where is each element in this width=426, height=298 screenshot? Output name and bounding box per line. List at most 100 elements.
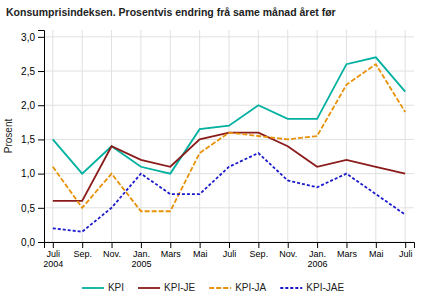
grid-line-x [52,30,53,242]
x-tick-label: Mai [193,249,208,259]
legend-swatch [138,287,160,289]
series-line [53,64,405,211]
grid-line-x [111,30,112,242]
x-tick-label-line: Juli [47,249,61,259]
x-tick-label-line: Mars [161,249,181,259]
legend-item: KPI-JA [209,282,266,293]
x-tick: Jan.2006 [308,242,328,269]
x-tick-label: Sep. [250,249,269,259]
x-tick-label-line: Mai [369,249,384,259]
legend-swatch [82,287,104,289]
x-tick-mark [170,242,171,248]
y-axis: 0,0 0,5 1,0 1,5 2,0 2,5 3,0 [21,31,44,248]
legend-swatch [280,287,302,289]
x-tick: Juli [223,242,237,259]
y-tick-mark [38,174,44,175]
x-tick-label-line: Mars [337,249,357,259]
x-tick-label-line: Jan. [133,249,150,259]
series-line [53,153,405,232]
x-tick-mark [82,242,83,248]
x-tick-label-line: Juli [223,249,237,259]
x-tick: Mars [161,242,181,259]
legend-swatch [209,287,231,289]
x-tick-label: Mars [337,249,357,259]
x-axis-line [45,243,415,249]
x-tick: Nov. [103,242,121,259]
x-tick-mark [229,242,230,248]
legend-label: KPI-JAE [306,282,344,293]
x-tick: Jan.2005 [131,242,151,269]
title: Konsumprisindeksen. Prosentvis endring f… [6,6,336,18]
legend-item: KPI [82,282,124,293]
grid [44,30,414,242]
grid-line-x [287,30,288,242]
y-tick-mark [38,139,44,140]
y-tick-mark [38,242,44,243]
x-tick-mark [376,242,377,248]
y-tick-label: 2,0 [21,100,35,111]
legend-item: KPI-JAE [280,282,344,293]
y-tick: 1,5 [21,134,44,145]
grid-line-x [346,30,347,242]
grid-line-x [229,30,230,242]
x-tick-label: Jan.2006 [308,249,328,269]
y-tick-label: 3,0 [21,32,35,43]
x-axis: Juli2004Sep.Nov.Jan.2005MarsMaiJuliSep.N… [43,242,414,269]
chart: Konsumprisindeksen. Prosentvis endring f… [0,0,426,298]
y-tick-mark [38,105,44,106]
y-tick-label: 0,5 [21,203,35,214]
x-tick-mark [288,242,289,248]
x-tick: Mai [193,242,208,259]
plot-area [53,57,405,231]
y-tick-label: 1,5 [21,134,35,145]
x-tick-label-line: Mai [193,249,208,259]
x-tick: Juli [399,242,413,259]
x-tick-label: Juli [399,249,413,259]
grid-line-x [82,30,83,242]
x-tick: Sep. [250,242,269,259]
x-tick-label-line: 2006 [308,259,328,269]
x-tick-label-line: Sep. [250,249,269,259]
x-tick-label: Jan.2005 [131,249,151,269]
y-tick: 0,0 [21,237,44,248]
x-tick: Mai [369,242,384,259]
legend: KPI KPI-JE KPI-JA KPI-JAE [82,282,344,293]
x-tick-mark [346,242,347,248]
x-tick-label: Nov. [279,249,297,259]
x-tick-label-line: Jan. [309,249,326,259]
legend-label: KPI [108,282,124,293]
x-tick: Sep. [73,242,92,259]
x-tick-mark [405,242,406,248]
x-tick-label: Sep. [73,249,92,259]
x-tick-label: Juli2004 [43,249,63,269]
x-tick-mark [112,242,113,248]
y-tick-mark [38,71,44,72]
x-tick-label-line: 2005 [131,259,151,269]
x-tick-mark [258,242,259,248]
x-tick-label-line: 2004 [43,259,63,269]
x-tick-mark [53,242,54,248]
x-tick-label: Juli [223,249,237,259]
x-tick-label: Mars [161,249,181,259]
x-tick-mark [141,242,142,248]
y-tick: 2,5 [21,66,44,77]
y-axis-line [38,31,45,243]
grid-line-x [199,30,200,242]
x-tick: Nov. [279,242,297,259]
grid-line-x [405,30,406,242]
x-tick-label-line: Nov. [103,249,121,259]
y-label: Prosent [3,119,14,154]
legend-label: KPI-JA [235,282,266,293]
x-tick-label: Nov. [103,249,121,259]
y-tick-label: 1,0 [21,168,35,179]
x-tick-label-line: Sep. [73,249,92,259]
y-tick: 1,0 [21,168,44,179]
grid-line-x [170,30,171,242]
x-tick-label-line: Juli [399,249,413,259]
legend-item: KPI-JE [138,282,195,293]
y-tick-label: 2,5 [21,66,35,77]
y-tick-mark [38,37,44,38]
y-tick: 2,0 [21,100,44,111]
grid-line-x [375,30,376,242]
y-tick-label: 0,0 [21,237,35,248]
